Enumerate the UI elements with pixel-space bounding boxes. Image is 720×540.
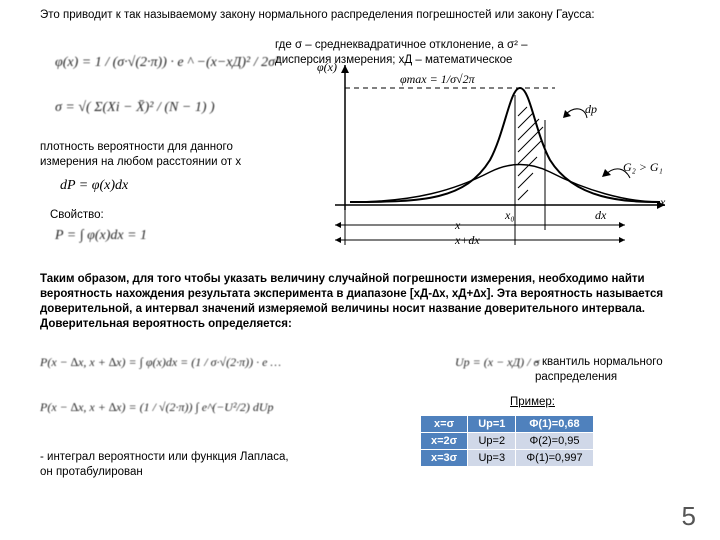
diag-xdx: x+dx bbox=[455, 233, 480, 248]
table-cell: Φ(1)=0,997 bbox=[516, 450, 593, 467]
formula-up: Up = (x − xД) / σ bbox=[455, 355, 539, 370]
example-table: x=σ Up=1 Φ(1)=0,68 x=2σ Up=2 Φ(2)=0,95 x… bbox=[420, 415, 594, 467]
main-paragraph: Таким образом, для того чтобы указать ве… bbox=[40, 272, 680, 332]
intro-text: Это приводит к так называемому закону но… bbox=[40, 8, 680, 23]
laplace-text: - интеграл вероятности или функция Лапла… bbox=[40, 450, 290, 480]
quantile-text: - квантиль нормального распределения bbox=[535, 355, 695, 385]
table-cell: x=2σ bbox=[421, 433, 468, 450]
density-text: плотность вероятности для данного измере… bbox=[40, 140, 275, 170]
formula-p-int: P = ∫ φ(x)dx = 1 bbox=[55, 228, 147, 244]
diag-x-line: x bbox=[455, 218, 460, 233]
diag-ylabel: φ(x) bbox=[317, 60, 337, 75]
table-header: Up=1 bbox=[468, 416, 516, 433]
diag-x0: x₀ bbox=[505, 208, 515, 223]
diag-phimax: φmax = 1/σ√2π bbox=[400, 72, 475, 87]
page-number: 5 bbox=[682, 501, 696, 532]
example-label: Пример: bbox=[510, 395, 555, 410]
formula-dp: dP = φ(x)dx bbox=[60, 178, 128, 194]
table-cell: Up=2 bbox=[468, 433, 516, 450]
table-cell: Up=3 bbox=[468, 450, 516, 467]
diag-gnote: G₂ > G₁ bbox=[623, 160, 663, 175]
table-header: x=σ bbox=[421, 416, 468, 433]
table-header: Φ(1)=0,68 bbox=[516, 416, 593, 433]
diag-dx: dx bbox=[595, 208, 606, 223]
formula-p-interval: P(x − ∆x, x + ∆x) = ∫ φ(x)dx = (1 / σ·√(… bbox=[40, 355, 281, 370]
diag-dp: dp bbox=[585, 102, 597, 117]
table-cell: Φ(2)=0,95 bbox=[516, 433, 593, 450]
property-text: Свойство: bbox=[50, 208, 104, 223]
table-cell: x=3σ bbox=[421, 450, 468, 467]
formula-p-interval2: P(x − ∆x, x + ∆x) = (1 / √(2·π)) ∫ e^(−U… bbox=[40, 400, 274, 415]
diag-x-axis: x bbox=[660, 195, 665, 210]
formula-sigma: σ = √( Σ(Xi − X̄)² / (N − 1) ) bbox=[55, 100, 215, 116]
formula-phi: φ(x) = 1 / (σ·√(2·π)) · e ^ −(x−xД)² / 2… bbox=[55, 55, 279, 71]
gaussian-diagram: φ(x) φmax = 1/σ√2π dp G₂ > G₁ x x₀ dx x … bbox=[305, 60, 675, 260]
